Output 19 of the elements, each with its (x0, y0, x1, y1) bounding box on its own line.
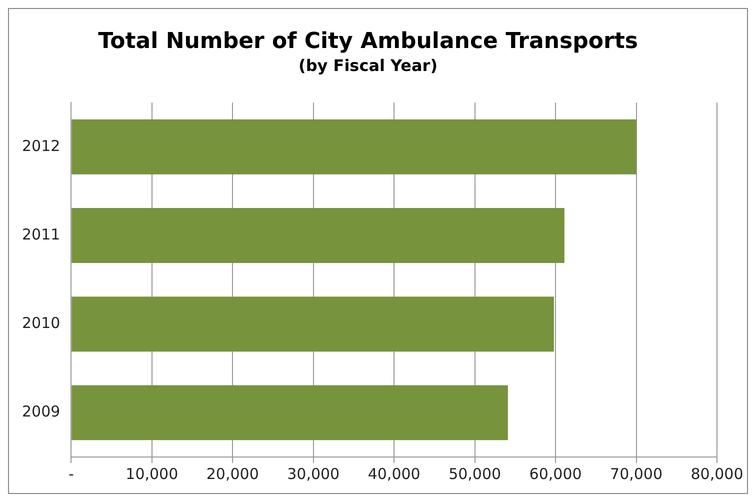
chart-title: Total Number of City Ambulance Transports (98, 28, 638, 54)
bar (72, 296, 554, 352)
x-tick-label: 40,000 (368, 464, 420, 483)
y-tick-label: 2011 (22, 225, 60, 244)
x-tick-label: 20,000 (206, 464, 259, 483)
y-tick-label: 2010 (22, 314, 60, 332)
bar (72, 208, 564, 263)
x-tick-label: 50,000 (448, 464, 502, 483)
x-tick-label: 80,000 (690, 464, 744, 483)
x-tick-label: 10,000 (126, 464, 178, 483)
x-tick-label: - (68, 464, 74, 483)
x-tick-label: 60,000 (529, 464, 582, 483)
bar (72, 119, 636, 174)
x-tick-label: 70,000 (610, 464, 663, 483)
bar (72, 385, 508, 440)
y-tick-label: 2012 (22, 136, 60, 155)
chart-subtitle: (by Fiscal Year) (298, 56, 438, 76)
x-tick-label: 30,000 (287, 464, 340, 483)
y-tick-label: 2009 (22, 402, 60, 421)
